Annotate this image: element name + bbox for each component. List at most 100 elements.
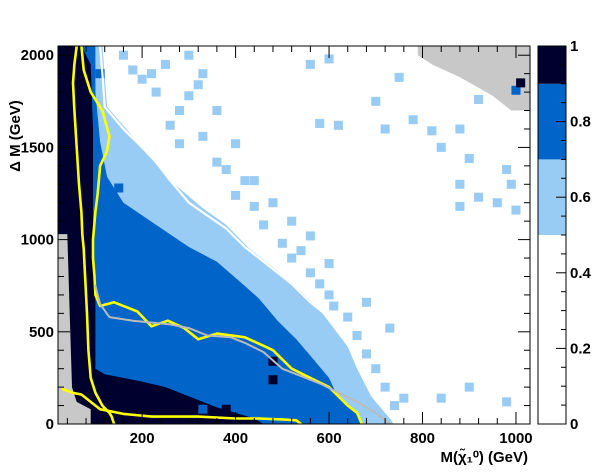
heatmap-cell-light-24: [329, 301, 339, 311]
heatmap-cell-light-8: [184, 91, 194, 101]
heatmap-region-nodata-3: [58, 234, 91, 424]
heatmap-cell-light-scattered-11: [455, 201, 465, 211]
curve-yellow-inner-left: [80, 46, 364, 424]
heatmap-cell-light-scattered-4: [408, 115, 418, 125]
heatmap-cell-light-30: [389, 401, 400, 411]
heatmap-cell-light-44: [198, 69, 208, 79]
x-tick-label-400: 400: [223, 430, 248, 447]
heatmap-cell-light-39: [287, 216, 297, 226]
heatmap-cell-light-scattered-15: [380, 124, 390, 134]
heatmap-region-medium-1: [81, 46, 362, 424]
x-tick-label-1000: 1000: [499, 430, 532, 447]
curve-yellow-outer: [61, 387, 303, 424]
x-axis-label: M(χ̃₁⁰) (GeV): [440, 448, 528, 466]
heatmap-cell-light-42: [231, 139, 241, 149]
heatmap-cell-light-scattered-7: [464, 153, 474, 163]
heatmap-cell-light-scattered-9: [474, 192, 484, 202]
heatmap-cell-light-36: [361, 297, 371, 307]
heatmap-cell-medium-7: [315, 389, 325, 399]
y-axis-label: Δ M (GeV): [7, 100, 24, 172]
heatmap-cell-light-3: [151, 87, 161, 97]
heatmap-cell-light-scattered-17: [315, 118, 325, 128]
heatmap-cell-dark-0: [221, 404, 231, 414]
heatmap-cell-light-5: [160, 59, 171, 69]
heatmap-cell-light-19: [287, 253, 297, 263]
heatmap-cell-light-25: [343, 312, 353, 322]
axes: 200 400 600 800 1000 0 500 1000 1500 2000: [21, 45, 533, 447]
heatmap-cell-light-17: [259, 220, 269, 230]
heatmap-cell-light-22: [315, 279, 325, 289]
heatmap-cell-light-15: [231, 190, 241, 200]
heatmap-cell-light-scattered-6: [455, 124, 465, 134]
heatmap-cell-light-41: [249, 176, 259, 186]
heatmap-cell-light-11: [198, 131, 208, 141]
heatmap-cell-light-4: [146, 69, 157, 79]
colorbar-tick-label-2: 0.4: [570, 265, 592, 282]
colorbar-tick-label-5: 1: [570, 38, 578, 55]
heatmap-cell-light-scattered-16: [333, 120, 343, 130]
heatmap-cell-light-37: [324, 259, 334, 269]
heatmap-cell-medium-3: [198, 404, 208, 414]
colorbar-tick-label-3: 0.6: [570, 189, 591, 206]
heatmap-cell-light-18: [277, 238, 287, 248]
heatmap-cell-light-21: [305, 268, 315, 278]
heatmap-cell-light-29: [380, 382, 390, 392]
heatmap-cell-light-scattered-13: [506, 179, 516, 189]
y-tick-label-500: 500: [29, 324, 54, 341]
heatmap-cell-light-16: [249, 201, 259, 211]
y-tick-label-2000: 2000: [21, 47, 54, 64]
heatmap-cell-light-32: [436, 393, 446, 403]
heatmap-cell-light-scattered-14: [511, 205, 521, 215]
heatmap-cell-light-34: [502, 397, 512, 407]
heatmap-cell-light-6: [174, 106, 185, 116]
heatmap-cell-dark-2: [268, 375, 278, 385]
heatmap-cell-light-38: [305, 231, 315, 241]
heatmap-cell-medium-5: [263, 349, 273, 359]
heatmap-cell-light-scattered-1: [324, 54, 334, 64]
heatmap-cell-dark-4: [79, 142, 89, 152]
heatmap-cell-light-scattered-10: [492, 198, 502, 208]
curve-yellow-left: [71, 46, 116, 424]
heatmap-cell-dark-6: [516, 78, 526, 88]
plot-frame: [57, 45, 531, 425]
heatmap-layer: [58, 46, 530, 424]
heatmap-cell-light-23: [324, 290, 334, 300]
heatmap-cell-light-12: [212, 157, 222, 167]
colorbar-tick-label-4: 0.8: [570, 114, 591, 131]
y-tick-label-1000: 1000: [21, 232, 54, 249]
heatmap-cell-medium-0: [114, 183, 124, 193]
heatmap-cell-light-14: [240, 176, 250, 186]
heatmap-cell-light-31: [399, 393, 409, 403]
heatmap-cell-light-26: [352, 330, 362, 340]
heatmap-cell-medium-1: [95, 69, 105, 79]
heatmap-cell-light-33: [464, 382, 474, 392]
heatmap-cell-light-35: [385, 323, 395, 333]
heatmap-cell-light-27: [361, 349, 371, 359]
heatmap-cell-light-20: [296, 246, 306, 256]
heatmap-cell-light-scattered-2: [371, 96, 381, 106]
heatmap-cell-light-scattered-12: [502, 165, 512, 175]
plot-area: [58, 46, 530, 424]
heatmap-cell-light-scattered-0: [305, 59, 315, 69]
heatmap-region-dark-2: [58, 46, 264, 424]
heatmap-cell-light-scattered-19: [474, 94, 484, 104]
colorbar: 0 0.2 0.4 0.6 0.8 1: [537, 38, 592, 433]
y-tick-label-1500: 1500: [21, 139, 54, 156]
x-tick-label-600: 600: [317, 430, 342, 447]
heatmap-cell-light-43: [212, 106, 222, 116]
heatmap-cell-dark-3: [81, 183, 91, 193]
heatmap-cell-medium-12: [287, 397, 297, 407]
heatmap-cell-light-scattered-8: [455, 179, 465, 189]
heatmap-cell-light-scattered-18: [436, 142, 446, 152]
colorbar-tick-label-1: 0.2: [570, 340, 591, 357]
heatmap-cell-light-9: [193, 80, 203, 90]
heatmap-cell-dark-5: [76, 106, 86, 116]
curve-white-contour: [99, 46, 396, 424]
heatmap-cell-medium-4: [249, 327, 259, 337]
heatmap-cell-light-scattered-5: [427, 126, 437, 136]
colorbar-tick-label-0: 0: [570, 416, 578, 433]
x-tick-label-200: 200: [130, 430, 155, 447]
x-tick-label-800: 800: [410, 430, 435, 447]
heatmap-cell-light-7: [165, 120, 175, 130]
